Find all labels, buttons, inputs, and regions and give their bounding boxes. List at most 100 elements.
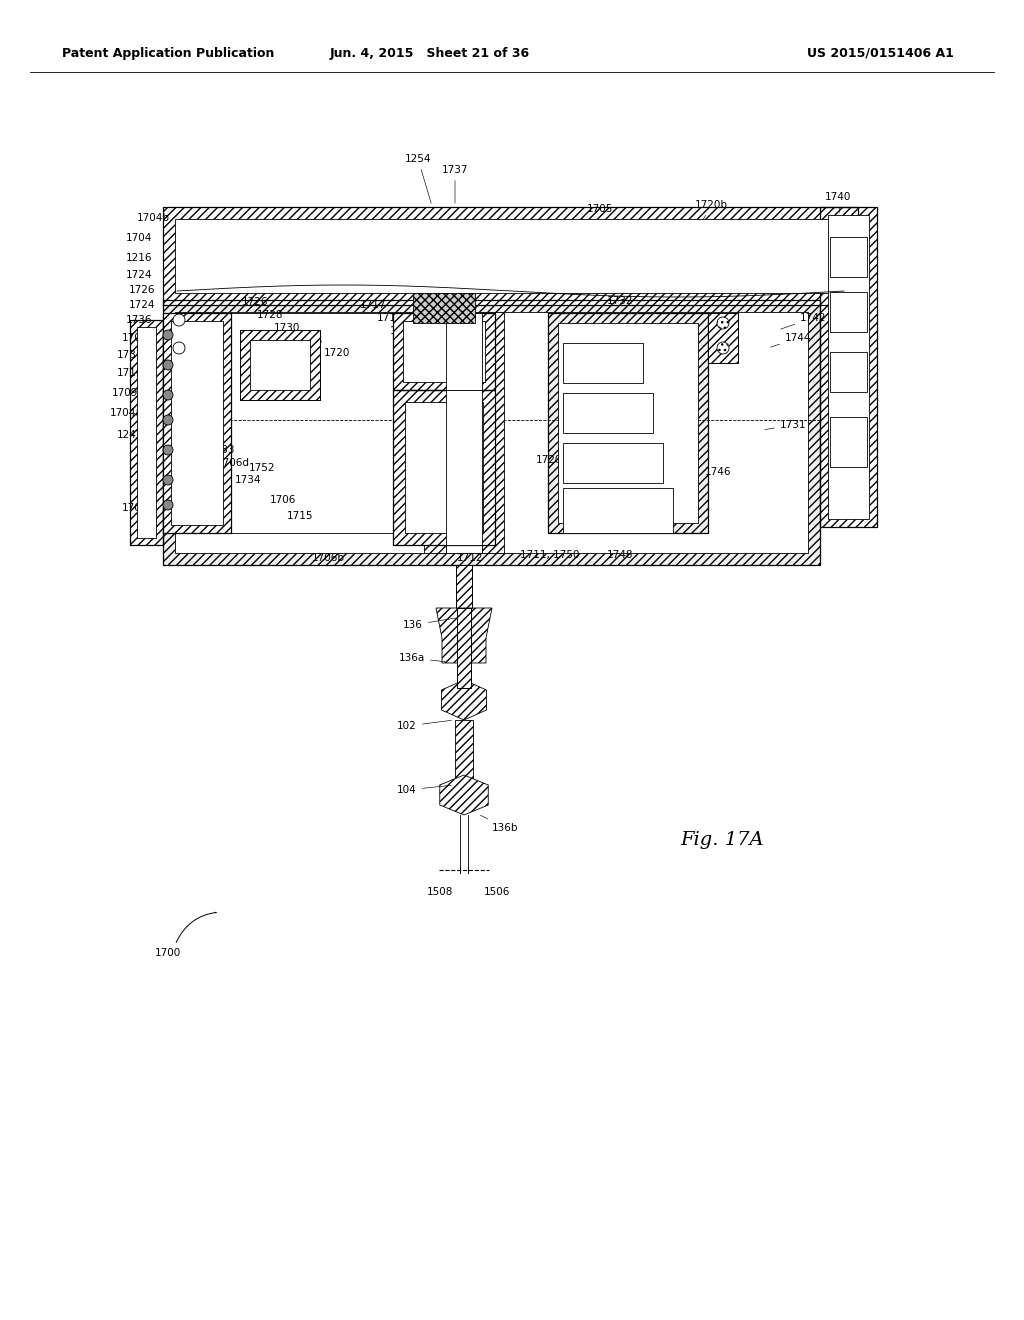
- Text: 1720a: 1720a: [536, 455, 568, 465]
- Circle shape: [163, 445, 173, 455]
- Bar: [830, 352, 867, 392]
- Text: 1744: 1744: [771, 333, 811, 347]
- Polygon shape: [436, 609, 492, 663]
- Bar: [163, 313, 231, 533]
- Text: 1710: 1710: [117, 368, 143, 378]
- Bar: [231, 313, 446, 533]
- Text: 1724: 1724: [126, 271, 152, 280]
- Bar: [130, 319, 163, 545]
- Text: 1216: 1216: [126, 253, 152, 263]
- Bar: [446, 312, 482, 553]
- Bar: [393, 389, 495, 545]
- Bar: [175, 219, 846, 293]
- Text: 1726: 1726: [242, 297, 268, 308]
- Bar: [171, 321, 223, 525]
- Text: 1706b: 1706b: [311, 553, 344, 564]
- Bar: [393, 313, 495, 389]
- Text: 1704: 1704: [126, 234, 152, 243]
- Bar: [820, 207, 877, 527]
- Text: 1706d: 1706d: [216, 458, 250, 469]
- Circle shape: [173, 342, 185, 354]
- Bar: [446, 389, 482, 545]
- Bar: [137, 327, 156, 539]
- Text: 1706: 1706: [269, 495, 296, 506]
- Text: Patent Application Publication: Patent Application Publication: [62, 46, 274, 59]
- Polygon shape: [439, 775, 488, 814]
- Text: 1715: 1715: [287, 511, 313, 521]
- Text: 1700: 1700: [155, 948, 181, 958]
- Text: 1746: 1746: [705, 467, 731, 477]
- Bar: [446, 313, 482, 389]
- Text: 1720b: 1720b: [695, 201, 728, 223]
- Text: 104: 104: [397, 785, 452, 795]
- Text: 1737b: 1737b: [389, 326, 423, 337]
- Text: 1720: 1720: [324, 348, 350, 358]
- Bar: [558, 323, 698, 523]
- Text: 1705: 1705: [587, 205, 613, 222]
- Bar: [456, 565, 472, 609]
- Bar: [548, 313, 708, 533]
- Text: 1254: 1254: [404, 154, 431, 203]
- Bar: [413, 293, 475, 323]
- Bar: [163, 313, 231, 533]
- Bar: [456, 565, 472, 609]
- Text: 1731: 1731: [765, 420, 807, 430]
- Text: 1242: 1242: [117, 430, 143, 440]
- Text: 1722: 1722: [437, 304, 463, 313]
- Text: 1731: 1731: [117, 350, 143, 360]
- Bar: [708, 313, 738, 363]
- Polygon shape: [455, 719, 473, 780]
- Text: 1506: 1506: [483, 887, 510, 898]
- Circle shape: [163, 475, 173, 484]
- Text: Jun. 4, 2015   Sheet 21 of 36: Jun. 4, 2015 Sheet 21 of 36: [330, 46, 530, 59]
- Bar: [175, 312, 808, 553]
- Circle shape: [173, 314, 185, 326]
- Text: 1711, 1750: 1711, 1750: [520, 550, 580, 560]
- Text: 1704a: 1704a: [111, 408, 143, 418]
- Text: 1736: 1736: [126, 315, 152, 325]
- Bar: [563, 343, 643, 383]
- Bar: [830, 292, 867, 333]
- Text: 1724: 1724: [128, 300, 155, 310]
- Text: 1737: 1737: [441, 165, 468, 203]
- Bar: [457, 609, 471, 688]
- Text: 1728: 1728: [257, 310, 284, 319]
- Bar: [424, 312, 446, 553]
- Text: 1702: 1702: [122, 503, 148, 513]
- Text: 1740: 1740: [825, 191, 851, 213]
- Text: 1748: 1748: [607, 550, 633, 560]
- Bar: [457, 609, 471, 688]
- Text: 1726: 1726: [128, 285, 155, 294]
- Bar: [563, 488, 673, 533]
- Bar: [830, 238, 867, 277]
- Bar: [830, 417, 867, 467]
- Text: 1712: 1712: [457, 553, 483, 564]
- Circle shape: [717, 342, 729, 354]
- Bar: [828, 215, 869, 519]
- Bar: [548, 313, 708, 533]
- Circle shape: [163, 330, 173, 341]
- Text: 1709: 1709: [112, 388, 138, 399]
- Bar: [482, 312, 504, 553]
- Bar: [820, 207, 877, 527]
- Bar: [240, 330, 319, 400]
- Bar: [563, 444, 663, 483]
- Bar: [163, 300, 820, 565]
- Text: 102: 102: [397, 721, 452, 731]
- Text: 1717: 1717: [359, 300, 386, 310]
- Text: 1738: 1738: [453, 315, 479, 326]
- Bar: [130, 319, 163, 545]
- Text: 1734: 1734: [234, 475, 261, 484]
- Bar: [163, 207, 858, 305]
- Text: 1508: 1508: [427, 887, 454, 898]
- Text: 1737a: 1737a: [403, 339, 436, 348]
- Circle shape: [717, 317, 729, 329]
- Bar: [163, 300, 820, 565]
- Text: 1714: 1714: [419, 492, 445, 503]
- Text: 1730: 1730: [273, 323, 300, 333]
- Text: 136b: 136b: [480, 816, 518, 833]
- Circle shape: [163, 389, 173, 400]
- Text: 1704b: 1704b: [137, 213, 170, 223]
- Bar: [240, 330, 319, 400]
- Text: 1708: 1708: [122, 333, 148, 343]
